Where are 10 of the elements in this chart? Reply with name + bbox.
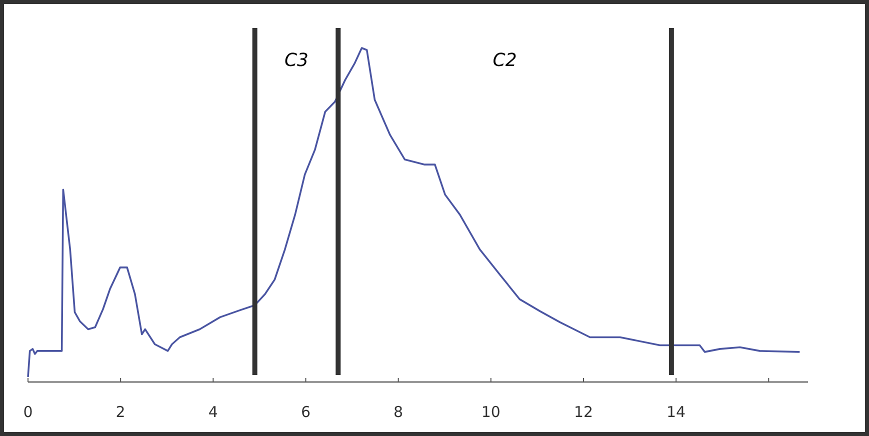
x-tick-label: 12 <box>574 403 594 421</box>
x-tick-label: 10 <box>481 403 500 421</box>
x-tick-label: 2 <box>116 403 126 421</box>
x-tick-label: 14 <box>666 403 686 421</box>
annotation: C2 <box>492 50 517 71</box>
x-tick-label: 6 <box>300 403 311 421</box>
x-tick-label: 0 <box>23 403 33 421</box>
x-tick-label: 8 <box>394 403 404 421</box>
annotation: C3 <box>284 50 308 71</box>
x-tick-label: 4 <box>208 403 218 421</box>
